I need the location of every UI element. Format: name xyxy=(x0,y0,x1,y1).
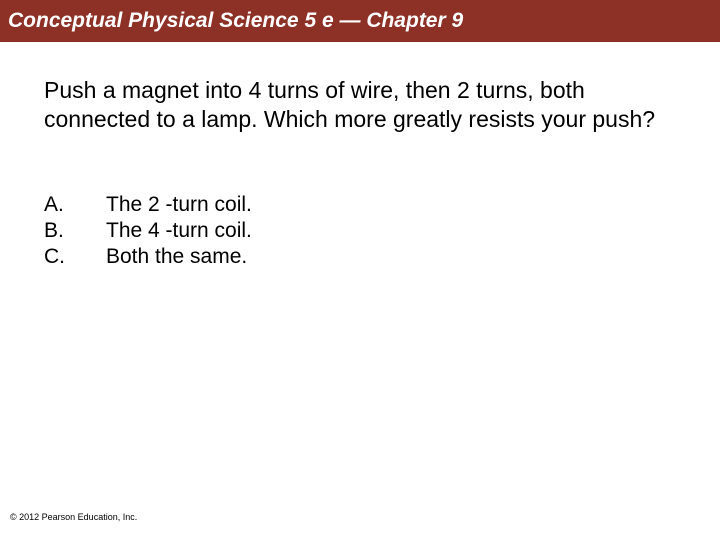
options-block: A. The 2 -turn coil. B. The 4 -turn coil… xyxy=(0,135,720,271)
option-row: B. The 4 -turn coil. xyxy=(44,219,252,245)
question-block: Push a magnet into 4 turns of wire, then… xyxy=(0,42,720,135)
option-text: The 4 -turn coil. xyxy=(106,219,252,245)
option-row: C. Both the same. xyxy=(44,245,252,271)
copyright-footer: © 2012 Pearson Education, Inc. xyxy=(10,512,137,522)
options-table: A. The 2 -turn coil. B. The 4 -turn coil… xyxy=(44,193,252,271)
question-text: Push a magnet into 4 turns of wire, then… xyxy=(44,76,676,135)
option-text: The 2 -turn coil. xyxy=(106,193,252,219)
option-text: Both the same. xyxy=(106,245,252,271)
option-letter: C. xyxy=(44,245,106,271)
option-letter: A. xyxy=(44,193,106,219)
slide-header: Conceptual Physical Science 5 e — Chapte… xyxy=(0,0,720,42)
slide-header-title: Conceptual Physical Science 5 e — Chapte… xyxy=(8,9,463,33)
option-letter: B. xyxy=(44,219,106,245)
option-row: A. The 2 -turn coil. xyxy=(44,193,252,219)
